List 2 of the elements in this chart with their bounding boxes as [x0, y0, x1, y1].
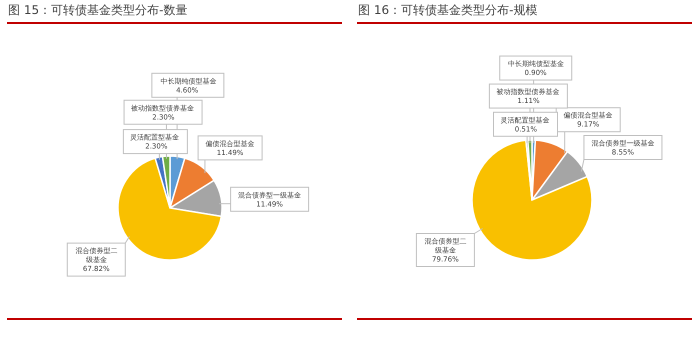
chart-title: 图 16：可转债基金类型分布-规模: [358, 2, 538, 19]
chart-title: 图 15：可转债基金类型分布-数量: [8, 2, 188, 19]
